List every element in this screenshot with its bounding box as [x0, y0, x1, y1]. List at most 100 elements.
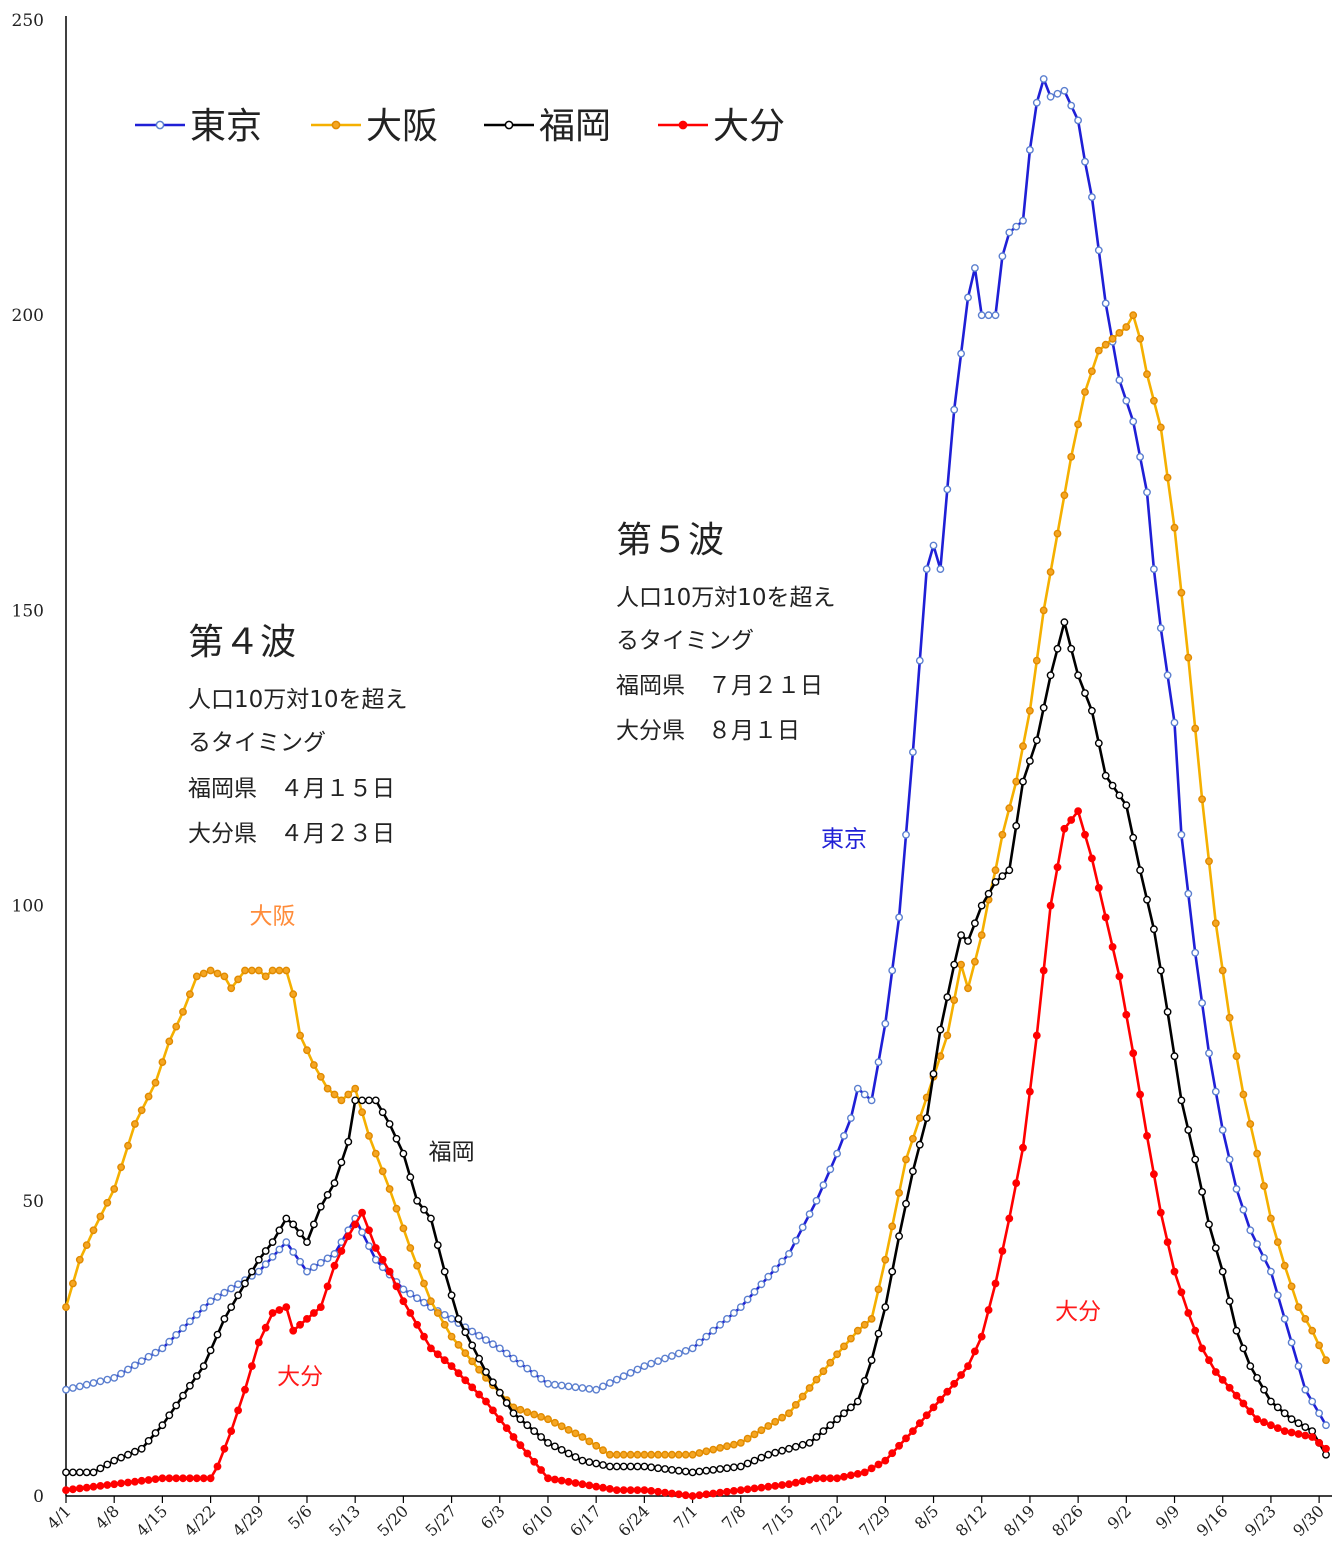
data-point: [440, 1356, 449, 1365]
data-point: [592, 1482, 601, 1491]
data-point: [220, 1288, 229, 1297]
data-point: [1101, 771, 1110, 780]
legend-label: 大分: [713, 106, 785, 147]
data-point: [743, 1459, 752, 1468]
data-point: [557, 1422, 566, 1431]
data-point: [702, 1447, 711, 1456]
data-point: [330, 1179, 339, 1188]
data-point: [1012, 777, 1021, 786]
data-point: [454, 1341, 463, 1349]
data-point: [523, 1408, 532, 1417]
data-point: [833, 1350, 841, 1359]
data-point: [964, 1362, 972, 1371]
data-point: [179, 1008, 187, 1016]
data-point: [1136, 866, 1145, 875]
data-point: [158, 1421, 167, 1430]
data-point: [1129, 833, 1138, 842]
y-tick-label: 150: [12, 601, 44, 621]
data-point: [551, 1442, 559, 1451]
data-point: [282, 1238, 291, 1247]
data-point: [1267, 1421, 1275, 1430]
data-point: [192, 1474, 201, 1483]
data-point: [957, 931, 965, 939]
data-point: [1143, 488, 1151, 497]
data-point: [144, 1352, 153, 1361]
data-point: [867, 1096, 876, 1105]
data-point: [564, 1426, 573, 1434]
series-0: [62, 75, 1330, 1430]
data-point: [454, 1369, 463, 1378]
data-point: [1115, 328, 1124, 337]
data-point: [406, 1289, 415, 1298]
data-point: [103, 1198, 112, 1207]
data-point: [743, 1295, 752, 1304]
data-point: [399, 1149, 408, 1158]
data-point: [778, 1481, 786, 1489]
data-point: [1136, 452, 1145, 461]
data-point: [1150, 565, 1158, 573]
data-point: [213, 969, 222, 978]
data-point: [206, 1474, 215, 1483]
data-point: [998, 252, 1007, 261]
data-point: [69, 1485, 77, 1494]
data-point: [413, 1294, 421, 1303]
data-point: [1088, 193, 1096, 202]
data-point: [516, 1441, 525, 1450]
data-point: [1260, 1254, 1268, 1262]
data-point: [977, 931, 986, 939]
data-point: [578, 1456, 587, 1465]
data-point: [371, 1149, 380, 1158]
x-tick-label: 7/29: [855, 1501, 894, 1540]
data-point: [1253, 1149, 1262, 1158]
data-point: [743, 1485, 752, 1494]
data-point: [172, 1022, 181, 1031]
data-point: [1143, 895, 1151, 904]
data-point: [1218, 1267, 1227, 1276]
data-point: [1101, 913, 1110, 922]
data-point: [1026, 757, 1034, 765]
data-point: [853, 1326, 862, 1335]
legend-item: 大阪: [311, 106, 438, 147]
data-point: [557, 1381, 566, 1390]
data-point: [62, 1468, 70, 1477]
data-point: [1232, 1326, 1241, 1335]
data-point: [888, 966, 897, 975]
data-point: [344, 1232, 353, 1241]
data-point: [447, 1315, 456, 1323]
data-point: [902, 1199, 910, 1208]
data-point: [840, 1132, 848, 1140]
data-point: [929, 1403, 938, 1412]
data-point: [805, 1210, 814, 1219]
data-point: [606, 1485, 614, 1493]
data-point: [633, 1462, 642, 1471]
data-point: [495, 1344, 504, 1353]
data-point: [922, 1411, 931, 1420]
data-point: [626, 1462, 635, 1471]
data-point: [420, 1298, 428, 1307]
data-point: [165, 1474, 174, 1483]
wave4-note: 第４波 人口10万対10を超え るタイミング 福岡県 ４月１５日 大分県 ４月２…: [188, 622, 408, 847]
data-point: [468, 1357, 477, 1366]
data-point: [358, 1228, 366, 1237]
data-point: [1067, 644, 1076, 653]
data-point: [530, 1457, 539, 1466]
data-point: [551, 1475, 559, 1484]
data-point: [998, 872, 1007, 880]
data-point: [585, 1458, 594, 1467]
data-point: [220, 1444, 229, 1453]
data-point: [1239, 1090, 1248, 1099]
data-point: [771, 1265, 780, 1274]
data-point: [771, 1417, 780, 1426]
data-point: [261, 972, 270, 981]
data-point: [523, 1449, 532, 1458]
data-point: [199, 969, 208, 978]
data-point: [130, 1361, 139, 1370]
data-point: [1039, 75, 1048, 83]
data-point: [791, 1478, 800, 1487]
data-point: [351, 1220, 360, 1229]
data-point: [1088, 706, 1096, 715]
data-point: [144, 1437, 153, 1445]
data-point: [1280, 1409, 1289, 1418]
data-point: [227, 1284, 236, 1293]
data-point: [1322, 1356, 1330, 1365]
